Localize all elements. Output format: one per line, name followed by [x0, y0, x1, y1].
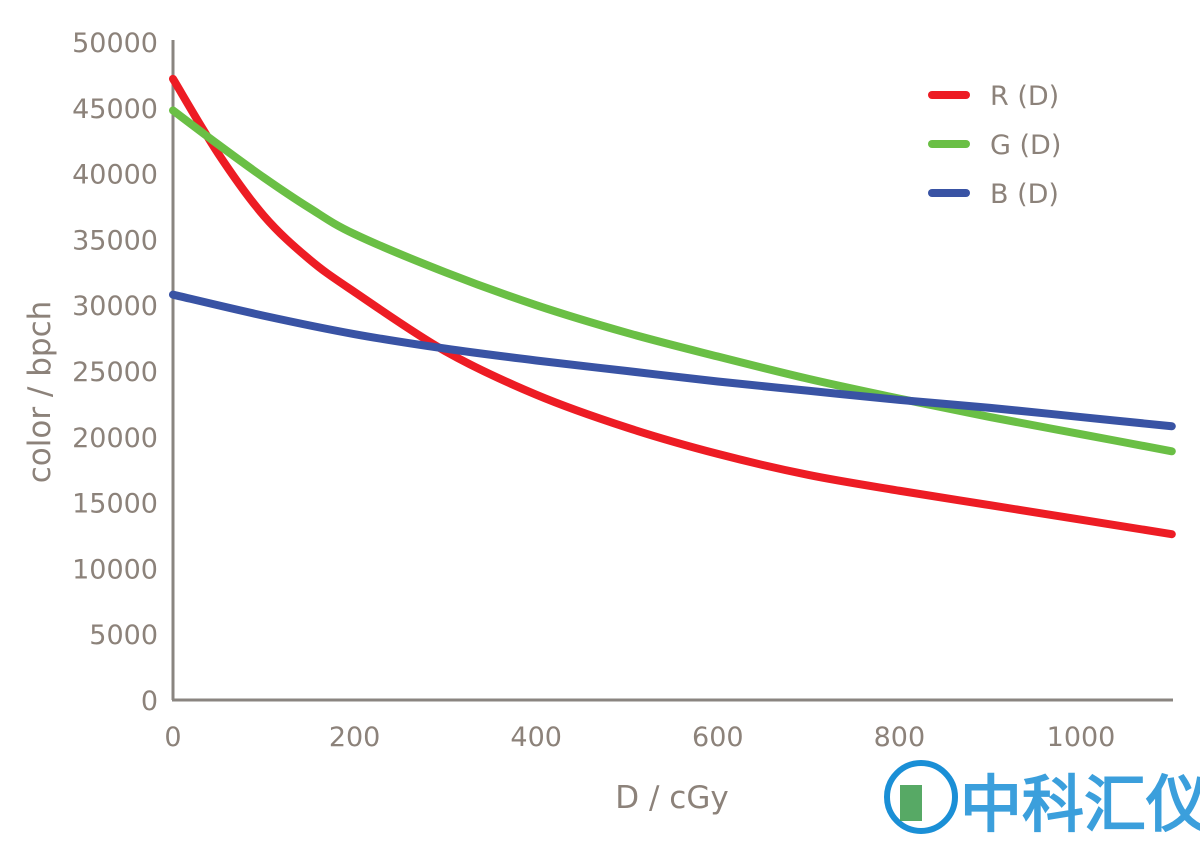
y-tick-label: 45000 [72, 94, 158, 125]
x-tick-label: 400 [510, 722, 562, 753]
series-line-r [169, 74, 1176, 539]
y-tick-label: 0 [141, 686, 158, 717]
y-tick-label: 35000 [72, 225, 158, 256]
y-tick-label: 30000 [72, 291, 158, 322]
legend: R (D) G (D) B (D) [928, 81, 1061, 210]
legend-label-g: G (D) [990, 130, 1061, 161]
x-tick-label: 1000 [1047, 722, 1116, 753]
y-tick-label: 15000 [72, 489, 158, 520]
axes [171, 40, 1173, 702]
logo-text: 中科汇仪 [960, 768, 1200, 841]
y-axis-label: color / bpch [22, 301, 58, 484]
y-tick-label: 40000 [72, 160, 158, 191]
watermark-logo: 中科汇仪 [884, 760, 1200, 841]
y-tick-label: 10000 [72, 554, 158, 585]
x-tick-label: 800 [874, 722, 926, 753]
x-tick-label: 200 [329, 722, 381, 753]
x-axis-label: D / cGy [615, 780, 728, 816]
series-line-g [169, 106, 1176, 456]
legend-label-r: R (D) [990, 81, 1059, 112]
series-line-b [169, 290, 1176, 431]
y-tick-label: 5000 [89, 620, 158, 651]
y-tick-label: 25000 [72, 357, 158, 388]
x-tick-label: 600 [692, 722, 744, 753]
y-tick-label: 50000 [72, 28, 158, 59]
x-tick-label: 0 [164, 722, 181, 753]
y-tick-label: 20000 [72, 423, 158, 454]
logo-emblem-icon [884, 760, 958, 834]
logo-emblem-leaf [900, 785, 922, 821]
legend-label-b: B (D) [990, 179, 1059, 210]
